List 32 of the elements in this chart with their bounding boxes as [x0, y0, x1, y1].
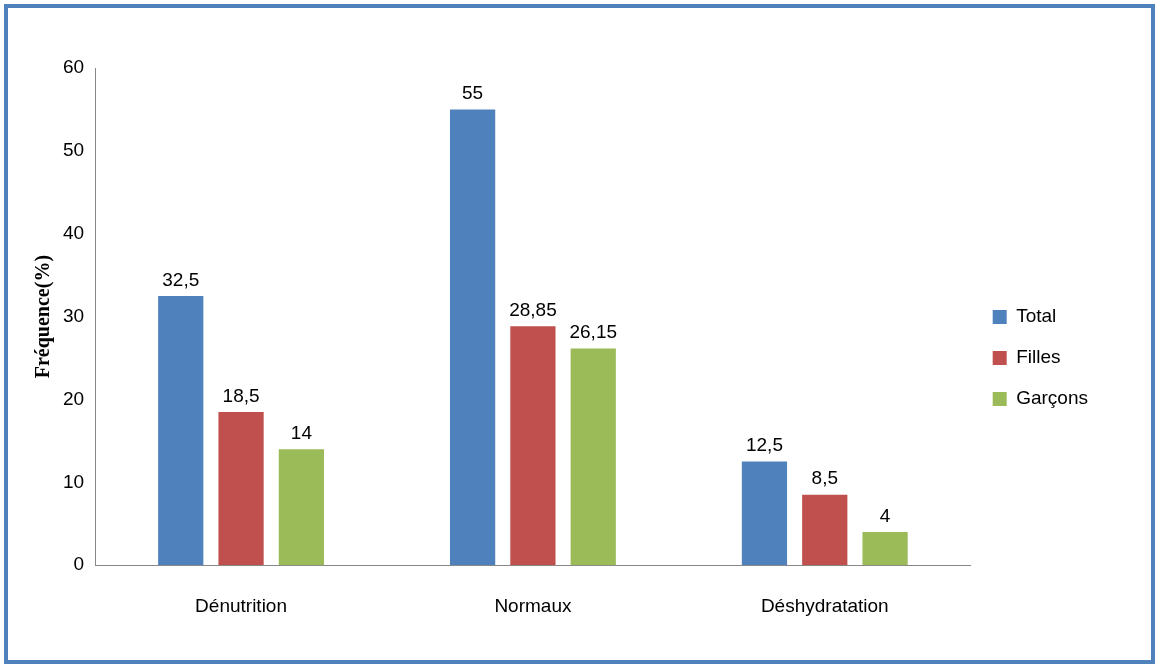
y-tick-label: 60	[62, 56, 85, 78]
bar	[741, 461, 788, 566]
data-label: 26,15	[569, 321, 617, 343]
y-axis-title: Fréquence(%)	[31, 254, 55, 379]
y-tick-label: 10	[62, 470, 85, 492]
bar	[510, 326, 556, 566]
data-label: 18,5	[222, 384, 260, 406]
x-tick-label: Déshydratation	[760, 594, 889, 616]
x-tick-label: Normaux	[494, 594, 572, 616]
data-label: 8,5	[811, 467, 838, 489]
bar	[158, 295, 204, 566]
x-tick-label: Dénutrition	[195, 594, 288, 616]
y-tick-label: 40	[62, 221, 85, 243]
y-tick-label: 0	[73, 553, 85, 575]
y-tick-label: 20	[62, 387, 85, 409]
legend-label: Garçons	[1016, 387, 1089, 409]
bar	[570, 348, 616, 566]
bar	[802, 494, 848, 566]
bar	[218, 411, 264, 566]
legend-label: Total	[1016, 305, 1057, 327]
data-label: 14	[290, 421, 313, 443]
data-label: 4	[879, 504, 891, 526]
data-label: 12,5	[745, 434, 783, 456]
data-label: 28,85	[509, 298, 557, 320]
bar	[449, 109, 496, 566]
bar	[278, 449, 324, 566]
bar	[862, 532, 908, 566]
y-tick-label: 50	[62, 139, 85, 161]
data-label: 32,5	[162, 268, 200, 290]
data-label: 55	[462, 82, 484, 104]
y-tick-label: 30	[62, 304, 85, 326]
legend-label: Filles	[1016, 346, 1061, 368]
